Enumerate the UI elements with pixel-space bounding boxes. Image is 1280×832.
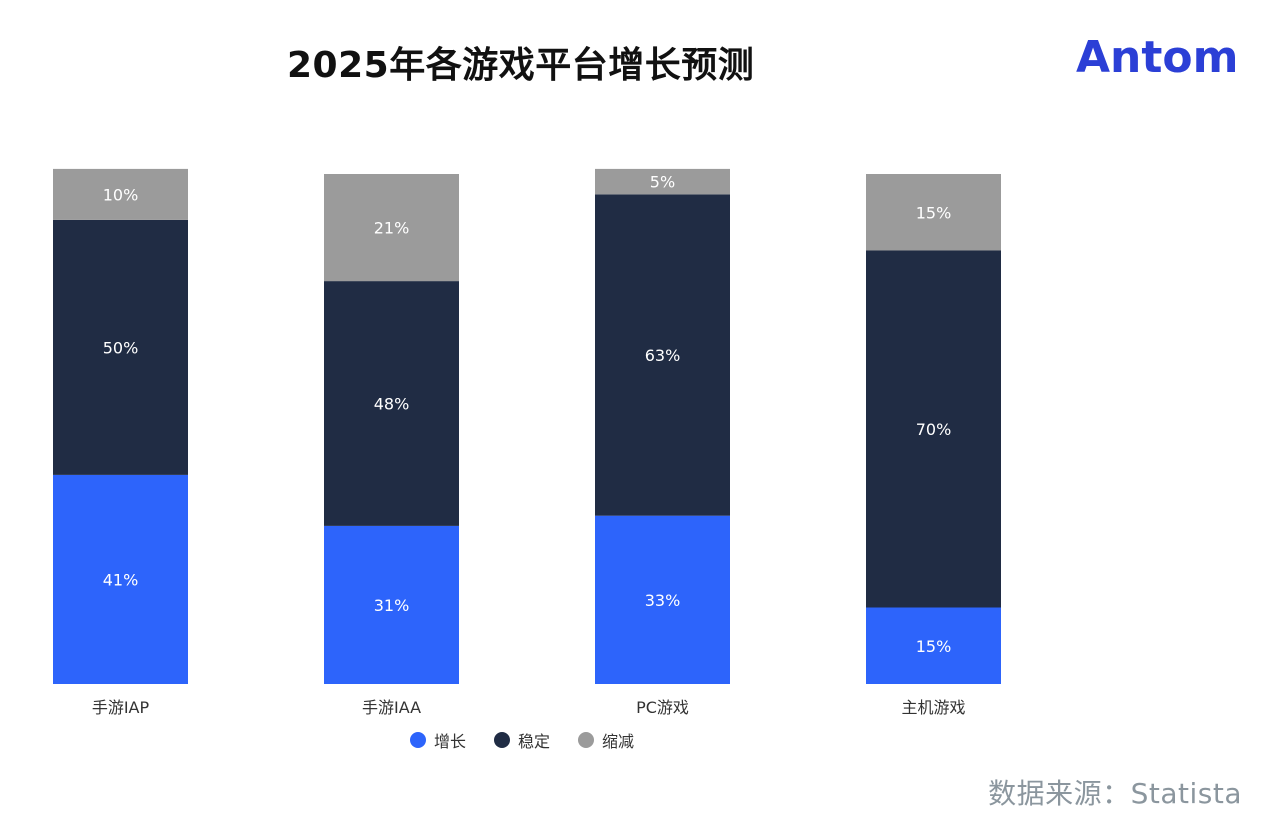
data-label: 15% [916,203,952,222]
legend-item-growth: 增长 [410,728,466,752]
chart-title: 2025年各游戏平台增长预测 [287,45,755,86]
data-label: 63% [645,346,681,365]
legend-swatch-stable [494,732,511,748]
bar-segment-decline [53,168,188,220]
data-label: 21% [374,219,410,238]
legend-item-stable: 稳定 [494,728,550,752]
bar-segment-decline [595,168,730,195]
bar-segment-decline [866,174,1001,251]
legend: 增长 稳定 缩减 [410,728,634,752]
data-label: 70% [916,420,952,439]
category-label: 主机游戏 [901,698,965,717]
logo-text: Antom [1076,32,1239,82]
data-label: 41% [103,570,139,589]
legend-swatch-growth [410,732,426,748]
legend-label-stable: 稳定 [518,732,551,751]
legend-item-decline: 缩减 [578,728,634,752]
antom-logo: Antom [1076,28,1260,83]
legend-label-growth: 增长 [434,732,467,751]
bar-segment-growth [53,474,188,684]
bar-segment-stable [53,219,188,475]
legend-swatch-decline [578,732,595,748]
data-source-note: 数据来源：Statista [988,777,1242,810]
bar-segment-growth [866,607,1001,684]
category-label: PC游戏 [636,698,689,717]
stacked-bar-chart: 41% 50% 10% 手游IAP 31% 48% 21% 手游IAA 33% 63% 5% PC游戏… [53,168,1001,717]
bar-segment-growth [324,525,459,684]
bar-segment-growth [595,515,730,684]
data-label: 48% [374,395,410,414]
bar-segment-decline [324,174,459,282]
legend-label-decline: 缩减 [602,732,635,751]
bar-segment-stable [866,250,1001,608]
data-label: 50% [103,338,139,357]
category-label: 手游IAP [92,698,150,717]
category-label: 手游IAA [362,698,421,717]
data-label: 10% [103,185,139,204]
data-label: 33% [645,591,681,610]
bar-segment-stable [595,194,730,516]
data-label: 31% [374,596,410,615]
data-label: 15% [916,637,952,656]
data-label: 5% [650,173,675,192]
bar-segment-stable [324,281,459,526]
